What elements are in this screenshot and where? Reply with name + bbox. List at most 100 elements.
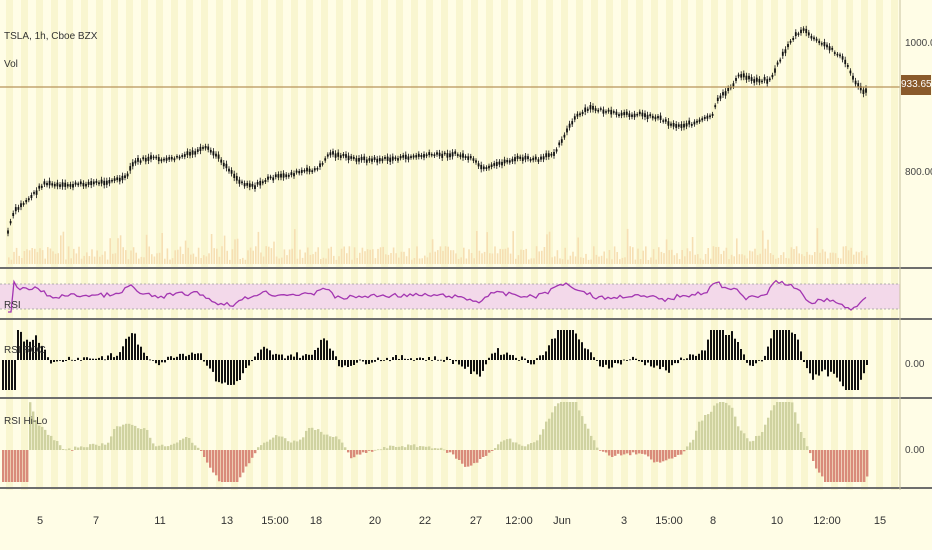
rsi-hilo-bar	[65, 449, 68, 451]
rsi-roc-bar	[446, 356, 448, 360]
rsi-roc-bar	[86, 357, 88, 360]
rsi-roc-bar	[707, 339, 709, 360]
background-stripe	[186, 0, 193, 490]
rsi-hilo-bar	[575, 402, 578, 450]
rsi-hilo-bar	[839, 450, 842, 482]
volume-bar	[294, 229, 296, 264]
price-candle	[254, 185, 256, 189]
background-stripe	[741, 0, 748, 490]
rsi-roc-bar	[68, 356, 70, 360]
rsi-hilo-bar	[95, 444, 98, 450]
rsi-roc-bar	[713, 330, 715, 360]
rsi-hilo-bar	[263, 442, 266, 450]
rsi-hilo-bar	[848, 450, 851, 482]
price-candle	[425, 154, 428, 157]
rsi-roc-bar	[38, 342, 40, 360]
rsi-roc-bar	[98, 357, 100, 360]
volume-bar	[845, 246, 847, 264]
price-candle	[293, 173, 295, 177]
volume-bar	[426, 257, 429, 264]
rsi-hilo-bar	[134, 425, 137, 450]
rsi-hilo-bar	[527, 444, 530, 450]
rsi-roc-bar	[146, 356, 148, 360]
rsi-hilo-bar	[557, 403, 560, 450]
volume-bar	[361, 247, 364, 264]
rsi-hilo-bar	[533, 442, 536, 450]
background-stripe	[876, 0, 883, 490]
price-candle	[735, 78, 737, 81]
rsi-roc-bar	[689, 354, 691, 360]
rsi-roc-bar	[80, 360, 82, 361]
rsi-roc-bar	[329, 348, 331, 360]
rsi-hilo-bar	[761, 432, 764, 450]
rsi-roc-bar	[635, 358, 637, 360]
volume-bar	[434, 251, 436, 264]
volume-bar	[31, 248, 33, 264]
volume-bar	[619, 259, 621, 264]
rsi-roc-bar	[383, 360, 385, 361]
rsi-roc-bar	[266, 348, 268, 360]
price-candle	[246, 183, 249, 186]
volume-bar	[114, 253, 117, 264]
rsi-hilo-bar	[26, 450, 29, 482]
price-candle	[631, 114, 633, 117]
volume-bar	[663, 253, 665, 264]
rsi-hilo-bar	[689, 442, 692, 450]
volume-bar	[54, 253, 57, 264]
price-candle	[724, 91, 727, 96]
price-candle	[521, 157, 524, 161]
rsi-roc-bar	[14, 360, 16, 390]
rsi-hilo-bar	[359, 450, 362, 455]
rsi-hilo-bar	[146, 430, 149, 450]
background-stripe	[261, 0, 268, 490]
price-candle	[256, 182, 259, 185]
volume-bar	[782, 252, 785, 264]
price-candle	[740, 74, 743, 78]
volume-bar	[314, 251, 317, 264]
price-candle	[365, 159, 368, 163]
volume-bar	[86, 252, 88, 264]
price-candle	[298, 171, 301, 174]
price-candle	[628, 113, 631, 117]
background-stripe	[336, 0, 343, 490]
price-candle	[498, 161, 501, 165]
price-candle	[480, 164, 483, 170]
rsi-hilo-bar	[863, 450, 866, 482]
rsi-line	[8, 279, 867, 313]
rsi-hilo-bar	[17, 450, 20, 482]
volume-bar	[788, 258, 790, 264]
rsi-roc-bar	[107, 355, 109, 360]
volume-bar	[564, 247, 566, 264]
x-tick-label: 12:00	[505, 515, 533, 527]
volume-bar	[834, 253, 837, 264]
rsi-roc-bar	[284, 358, 286, 360]
price-candle	[17, 207, 20, 210]
price-candle	[287, 174, 290, 177]
volume-bar	[842, 246, 845, 264]
price-candle	[571, 121, 574, 125]
volume-bar	[197, 247, 200, 264]
rsi-roc-pane	[2, 330, 868, 390]
price-candle	[597, 109, 600, 112]
rsi-hilo-bar	[71, 450, 74, 451]
price-candle	[722, 92, 724, 96]
volume-bar	[353, 247, 356, 264]
price-candle	[61, 182, 64, 187]
volume-bar	[645, 246, 647, 264]
rsi-roc-bar	[116, 355, 118, 360]
price-candle	[485, 167, 488, 169]
volume-bar	[814, 252, 816, 264]
price-candle	[529, 159, 532, 161]
price-candle	[516, 155, 519, 159]
price-candle	[779, 59, 782, 62]
rsi-roc-bar	[734, 338, 736, 360]
price-candle	[311, 170, 314, 173]
price-candle	[501, 161, 503, 166]
rsi-hilo-bar	[491, 450, 494, 451]
volume-bar	[28, 250, 31, 264]
volume-bar	[411, 259, 413, 264]
rsi-hilo-bar	[458, 450, 461, 460]
x-tick-label: 20	[368, 515, 382, 527]
rsi-roc-bar	[584, 348, 586, 360]
rsi-roc-bar	[281, 354, 283, 360]
